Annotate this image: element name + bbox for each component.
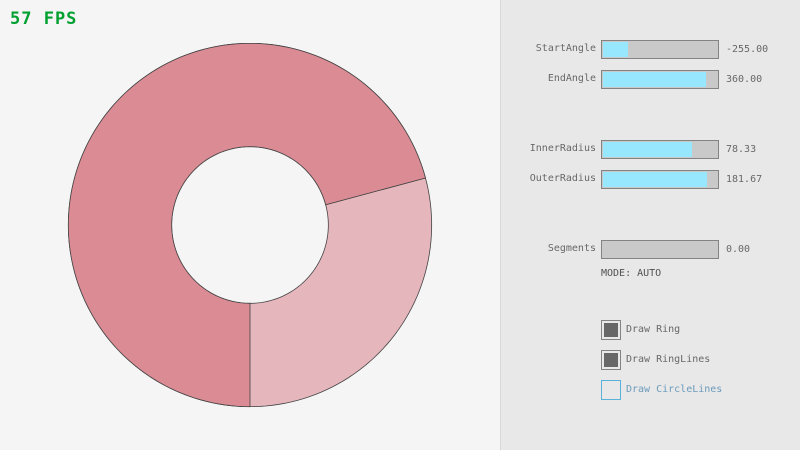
start-angle-slider-row: StartAngle -255.00: [501, 40, 800, 60]
checkbox-box[interactable]: [601, 380, 621, 400]
segments-slider[interactable]: [601, 240, 719, 259]
checkbox-box[interactable]: [601, 320, 621, 340]
checkbox-box[interactable]: [601, 350, 621, 370]
ring-canvas: [67, 42, 433, 408]
slider-label: InnerRadius: [529, 143, 596, 154]
control-panel: StartAngle -255.00 EndAngle 360.00 Inner…: [500, 0, 800, 450]
slider-fill: [603, 172, 707, 187]
slider-label: EndAngle: [547, 73, 596, 84]
checkbox-label: Draw CircleLines: [626, 384, 723, 395]
slider-value: 78.33: [726, 144, 757, 155]
slider-value: 0.00: [726, 244, 751, 255]
draw-circlelines-checkbox[interactable]: Draw CircleLines: [601, 380, 800, 400]
slider-label: Segments: [547, 243, 596, 254]
slider-value: -255.00: [726, 44, 769, 55]
slider-fill: [603, 42, 628, 57]
start-angle-slider[interactable]: [601, 40, 719, 59]
fps-counter: 57 FPS: [10, 9, 78, 29]
inner-radius-slider[interactable]: [601, 140, 719, 159]
checkbox-label: Draw RingLines: [626, 354, 711, 365]
slider-label: StartAngle: [535, 43, 596, 54]
outer-radius-slider[interactable]: [601, 170, 719, 189]
slider-label: OuterRadius: [529, 173, 596, 184]
draw-ring-checkbox[interactable]: Draw Ring: [601, 320, 800, 340]
ring-overlap-segment: [67, 42, 426, 408]
end-angle-slider-row: EndAngle 360.00: [501, 70, 800, 90]
checkbox-label: Draw Ring: [626, 324, 681, 335]
slider-fill: [603, 72, 706, 87]
draw-ringlines-checkbox[interactable]: Draw RingLines: [601, 350, 800, 370]
mode-label: MODE: AUTO: [601, 268, 662, 279]
end-angle-slider[interactable]: [601, 70, 719, 89]
outer-radius-slider-row: OuterRadius 181.67: [501, 170, 800, 190]
slider-value: 360.00: [726, 74, 763, 85]
segments-slider-row: Segments 0.00: [501, 240, 800, 260]
slider-value: 181.67: [726, 174, 763, 185]
inner-radius-slider-row: InnerRadius 78.33: [501, 140, 800, 160]
slider-fill: [603, 142, 693, 157]
